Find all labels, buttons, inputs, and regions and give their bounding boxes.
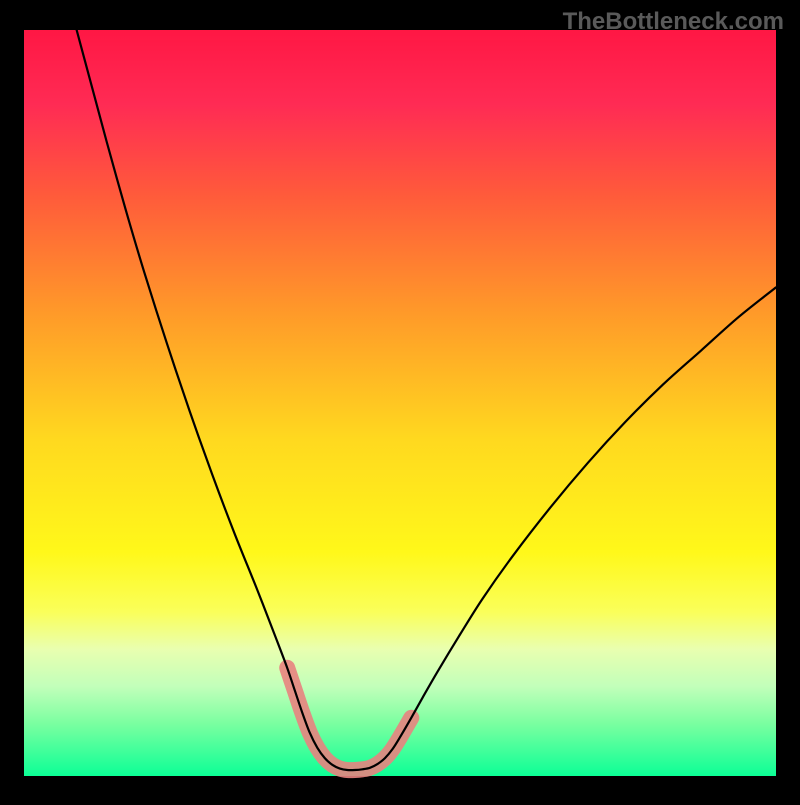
- watermark-text: TheBottleneck.com: [563, 8, 784, 36]
- chart-svg: [0, 0, 800, 800]
- bottleneck-chart: [0, 0, 800, 800]
